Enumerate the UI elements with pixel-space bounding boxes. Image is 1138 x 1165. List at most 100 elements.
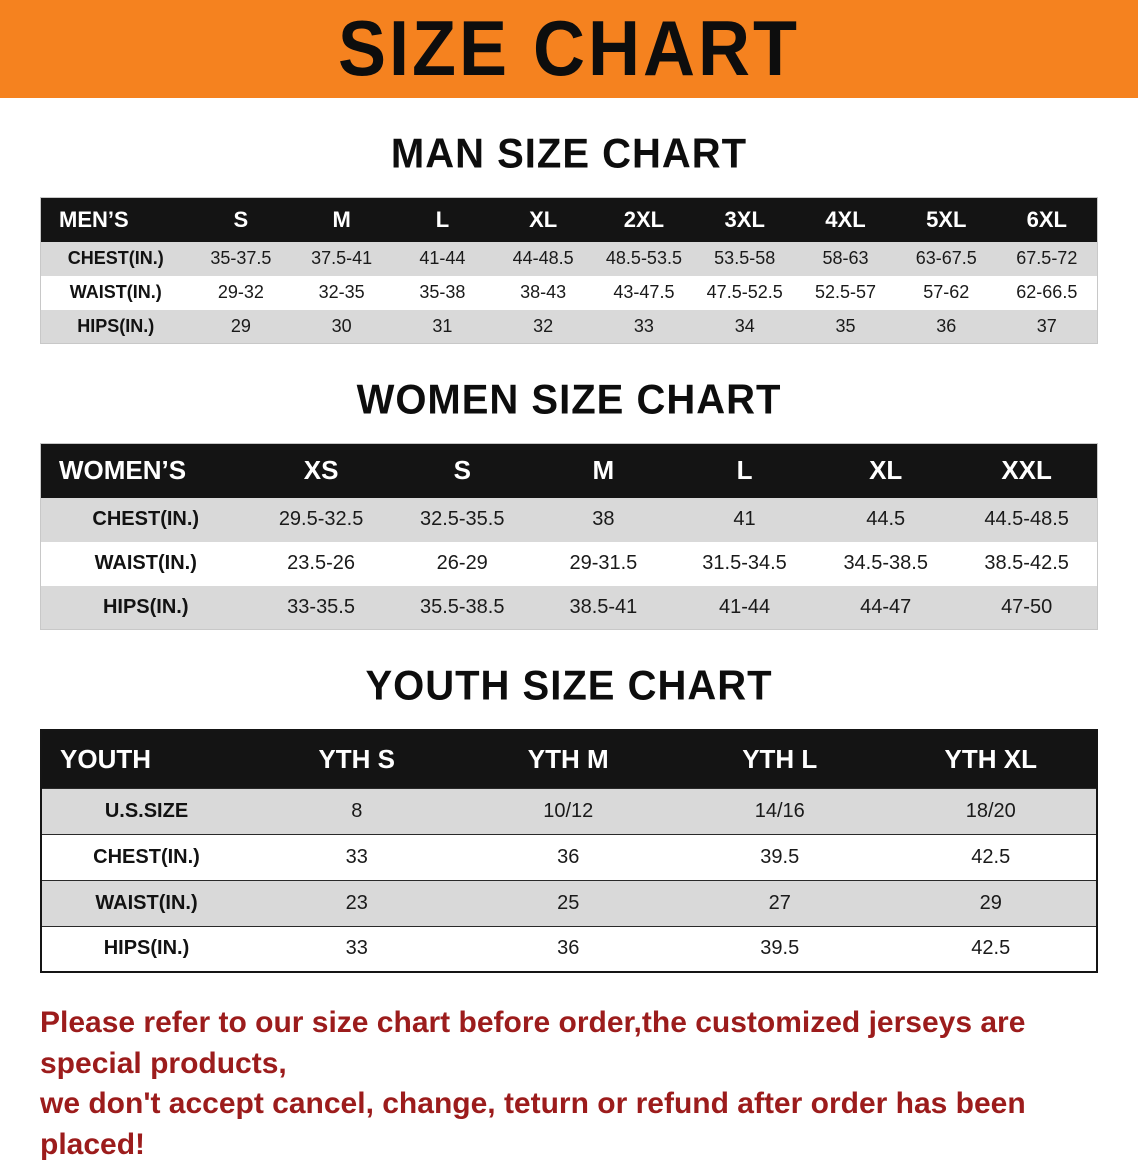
man-size-chart-section: MAN SIZE CHART MEN’S S M L XL 2XL 3XL 4XL 5XL 6XL… — [0, 130, 1138, 344]
size-value-cell: 38 — [592, 508, 615, 530]
size-value-cell: 34.5-38.5 — [843, 552, 928, 574]
size-value-cell: 32-35 — [318, 282, 365, 302]
size-value-cell: 41 — [733, 508, 756, 530]
size-value-cell: 62-66.5 — [1016, 282, 1078, 302]
measurement-row: CHEST(IN.) 35-37.5 37.5-41 41-44 44-48.5 48.5… — [40, 241, 1098, 276]
size-header-cell: M — [291, 197, 393, 242]
size-header-cell: YTH S — [251, 730, 463, 788]
size-value-cell: 41-44 — [718, 595, 771, 618]
row-label: CHEST(IN.) — [67, 248, 164, 268]
size-header-cell: YTH M — [462, 730, 674, 788]
women-section-title: WOMEN SIZE CHART — [356, 376, 782, 424]
size-header-cell: 5XL — [895, 197, 997, 242]
size-value-cell: 63-67.5 — [915, 248, 977, 268]
row-label: HIPS(IN.) — [77, 315, 155, 336]
size-value-cell: 10/12 — [543, 799, 594, 822]
youth-table-wrap: YOUTH YTH S YTH M YTH L YTH XL U.S.SIZE 8 10/12… — [0, 729, 1138, 973]
size-value-cell: 37 — [1036, 315, 1057, 336]
row-label: U.S.SIZE — [104, 799, 189, 822]
row-label: WAIST(IN.) — [95, 891, 198, 914]
man-size-table: MEN’S S M L XL 2XL 3XL 4XL 5XL 6XL CHEST(IN.) 35-37… — [40, 197, 1098, 344]
size-value-cell: 23.5-26 — [287, 552, 355, 574]
measurement-row: WAIST(IN.) 29-32 32-35 35-38 38-43 43-47.5 47.… — [40, 275, 1098, 310]
youth-section-title: YOUTH SIZE CHART — [365, 662, 773, 710]
size-header-cell: YTH XL — [885, 730, 1097, 788]
size-header-cell: XS — [250, 443, 392, 498]
measurement-row: WAIST(IN.) 23.5-26 26-29 29-31.5 31.5-34.5 34… — [40, 541, 1098, 586]
size-value-cell: 67.5-72 — [1016, 248, 1078, 268]
measurement-row: WAIST(IN.) 23 25 27 29 — [41, 880, 1097, 926]
table-title-cell: MEN’S — [40, 197, 191, 242]
size-value-cell: 38.5-42.5 — [984, 552, 1069, 574]
table-header-row: WOMEN’S XS S M L XL XXL — [40, 443, 1098, 498]
size-value-cell: 31.5-34.5 — [702, 552, 787, 574]
women-size-table: WOMEN’S XS S M L XL XXL CHEST(IN.) 29.5-32.5 32.5… — [40, 443, 1098, 630]
size-value-cell: 38-43 — [520, 282, 567, 302]
measurement-row: CHEST(IN.) 33 36 39.5 42.5 — [41, 834, 1097, 880]
size-value-cell: 18/20 — [965, 799, 1016, 822]
size-value-cell: 44.5-48.5 — [984, 508, 1069, 530]
size-value-cell: 52.5-57 — [814, 282, 876, 302]
size-header-cell: 4XL — [795, 197, 896, 242]
size-value-cell: 35-37.5 — [210, 248, 272, 268]
size-header-cell: 2XL — [593, 197, 695, 242]
size-value-cell: 33 — [633, 315, 654, 336]
size-header-cell: S — [391, 443, 533, 498]
size-value-cell: 43-47.5 — [613, 282, 675, 302]
size-header-cell: XXL — [956, 443, 1098, 498]
page-title: SIZE CHART — [338, 5, 800, 93]
size-value-cell: 36 — [936, 315, 957, 336]
footer-note-line-2: we don't accept cancel, change, teturn o… — [40, 1087, 1026, 1161]
size-value-cell: 39.5 — [760, 937, 800, 960]
measurement-row: HIPS(IN.) 33-35.5 35.5-38.5 38.5-41 41-44 44-… — [40, 585, 1098, 630]
size-value-cell: 39.5 — [760, 845, 800, 868]
table-header-row: MEN’S S M L XL 2XL 3XL 4XL 5XL 6XL — [40, 197, 1098, 242]
youth-size-table: YOUTH YTH S YTH M YTH L YTH XL U.S.SIZE 8 10/12… — [40, 729, 1098, 973]
footer-note-line-1: Please refer to our size chart before or… — [40, 1006, 1026, 1080]
women-table-wrap: WOMEN’S XS S M L XL XXL CHEST(IN.) 29.5-32.5 32.5… — [0, 443, 1138, 630]
size-value-cell: 26-29 — [436, 552, 488, 574]
table-title-cell: YOUTH — [41, 730, 251, 788]
size-value-cell: 23 — [345, 891, 368, 914]
size-value-cell: 57-62 — [923, 282, 970, 302]
size-value-cell: 42.5 — [971, 937, 1011, 960]
youth-size-chart-section: YOUTH SIZE CHART YOUTH YTH S YTH M YTH L YTH… — [0, 662, 1138, 973]
size-value-cell: 29.5-32.5 — [278, 508, 364, 530]
size-header-cell: M — [532, 443, 674, 498]
row-label: CHEST(IN.) — [92, 508, 200, 530]
size-header-cell: S — [190, 197, 292, 242]
size-value-cell: 44-47 — [860, 595, 912, 618]
measurement-row: U.S.SIZE 8 10/12 14/16 18/20 — [41, 788, 1097, 834]
size-value-cell: 25 — [557, 891, 580, 914]
size-header-cell: XL — [815, 443, 957, 498]
size-header-cell: YTH L — [674, 730, 886, 788]
size-value-cell: 41-44 — [419, 248, 466, 268]
size-value-cell: 33 — [345, 937, 368, 960]
size-value-cell: 58-63 — [822, 248, 869, 268]
size-value-cell: 14/16 — [754, 799, 805, 822]
size-value-cell: 33 — [345, 845, 368, 868]
man-section-title: MAN SIZE CHART — [390, 130, 748, 178]
size-value-cell: 27 — [768, 891, 791, 914]
banner: SIZE CHART — [0, 0, 1138, 98]
table-title-cell: WOMEN’S — [40, 443, 251, 498]
size-value-cell: 29-31.5 — [569, 552, 638, 574]
row-label: HIPS(IN.) — [102, 595, 189, 618]
women-size-chart-section: WOMEN SIZE CHART WOMEN’S XS S M L XL XXL CHEST(… — [0, 376, 1138, 630]
measurement-row: CHEST(IN.) 29.5-32.5 32.5-35.5 38 41 44.5 44.5… — [40, 497, 1098, 542]
size-value-cell: 36 — [557, 937, 580, 960]
size-value-cell: 31 — [432, 315, 453, 336]
measurement-row: HIPS(IN.) 33 36 39.5 42.5 — [41, 926, 1097, 972]
measurement-row: HIPS(IN.) 29 30 31 32 33 34 35 36 37 — [40, 309, 1098, 344]
row-label: CHEST(IN.) — [93, 845, 200, 868]
size-value-cell: 37.5-41 — [311, 248, 373, 268]
table-header-row: YOUTH YTH S YTH M YTH L YTH XL — [41, 730, 1097, 788]
size-value-cell: 32 — [533, 315, 554, 336]
size-value-cell: 36 — [557, 845, 580, 868]
size-value-cell: 34 — [734, 315, 755, 336]
size-value-cell: 33-35.5 — [287, 595, 355, 618]
size-value-cell: 32.5-35.5 — [419, 508, 505, 530]
size-header-cell: L — [392, 197, 493, 242]
size-header-cell: L — [673, 443, 816, 498]
size-value-cell: 47.5-52.5 — [706, 282, 783, 302]
